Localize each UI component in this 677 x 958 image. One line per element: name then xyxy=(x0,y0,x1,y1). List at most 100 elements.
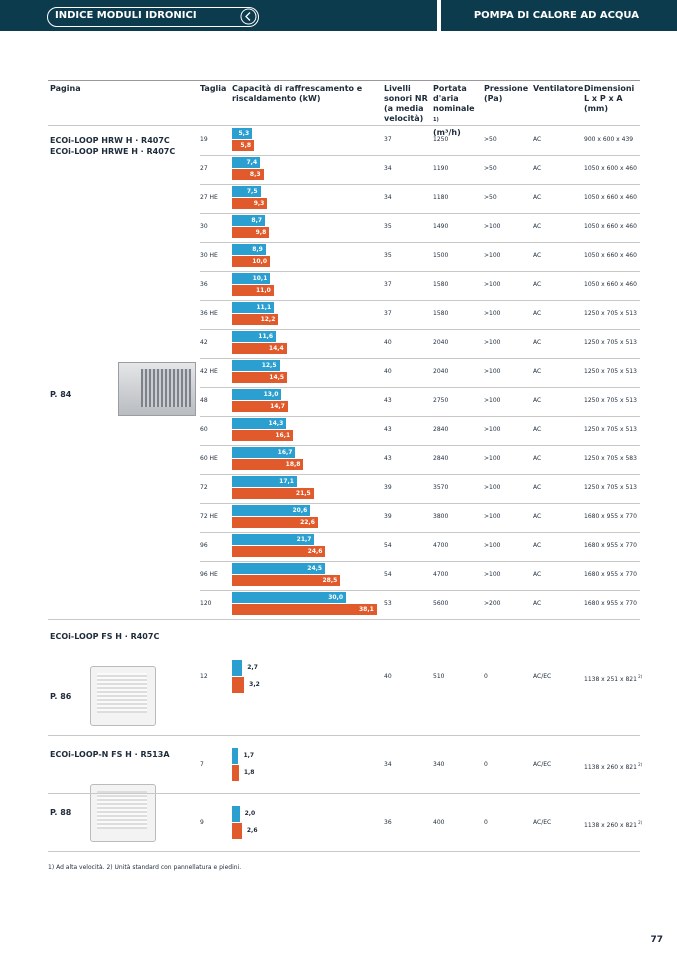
cell-size: 60 HE xyxy=(200,455,218,462)
cell-pressure: >100 xyxy=(484,252,501,259)
unit: (m³/h) xyxy=(433,127,461,137)
cell-pressure: >100 xyxy=(484,397,501,404)
bar-label: 38,1 xyxy=(358,606,374,613)
rule xyxy=(200,271,640,272)
bar-heating xyxy=(232,765,239,781)
cell-dimensions: 1138 x 251 x 821 2) xyxy=(584,674,643,683)
rule xyxy=(200,242,640,243)
cell-fan: AC xyxy=(533,136,542,143)
rule xyxy=(200,387,640,388)
bar-label: 10,1 xyxy=(252,275,268,282)
cell-size: 48 xyxy=(200,397,208,404)
group-name: ECOi-LOOP HRW H · R407C xyxy=(50,136,170,145)
cell-fan: AC xyxy=(533,513,542,520)
bar-label: 20,6 xyxy=(292,507,308,514)
bar-cooling xyxy=(232,505,311,516)
bar-heating xyxy=(232,227,270,238)
bar-cooling xyxy=(232,186,261,197)
cell-noise: 54 xyxy=(384,571,392,578)
page-number: 77 xyxy=(650,935,663,945)
cell-pressure: >100 xyxy=(484,426,501,433)
cell-noise: 35 xyxy=(384,223,392,230)
cell-fan: AC xyxy=(533,600,542,607)
cell-airflow: 1500 xyxy=(433,252,449,259)
rule xyxy=(200,329,640,330)
bar-heating xyxy=(232,459,304,470)
cell-fan: AC/EC xyxy=(533,819,552,826)
cell-fan: AC xyxy=(533,542,542,549)
cell-pressure: >100 xyxy=(484,339,501,346)
cell-pressure: >100 xyxy=(484,368,501,375)
bar-heating xyxy=(232,343,287,354)
chevron[interactable] xyxy=(240,8,257,25)
bar-heating xyxy=(232,285,274,296)
cell-noise: 37 xyxy=(384,281,392,288)
footnote: 1) Ad alta velocità. 2) Unità standard c… xyxy=(48,864,242,871)
cell-airflow: 1180 xyxy=(433,194,449,201)
bar-label: 16,1 xyxy=(275,432,291,439)
cell-pressure: >100 xyxy=(484,542,501,549)
bar-cooling xyxy=(232,360,280,371)
cell-fan: AC/EC xyxy=(533,673,552,680)
cell-dimensions: 1250 x 705 x 513 xyxy=(584,397,637,404)
product-image xyxy=(118,362,196,416)
cell-noise: 37 xyxy=(384,310,392,317)
column-header: Pressione (Pa) xyxy=(484,84,529,103)
cell-noise: 39 xyxy=(384,484,392,491)
group-page: P. 86 xyxy=(50,692,72,701)
cell-pressure: >100 xyxy=(484,571,501,578)
bar-cooling xyxy=(232,476,297,487)
cell-airflow: 1580 xyxy=(433,281,449,288)
cell-dimensions: 1050 x 660 x 460 xyxy=(584,281,637,288)
cell-airflow: 2750 xyxy=(433,397,449,404)
cell-airflow: 2040 xyxy=(433,339,449,346)
bar-label: 28,5 xyxy=(322,577,338,584)
cell-size: 42 HE xyxy=(200,368,218,375)
bar-label: 21,5 xyxy=(295,490,311,497)
header-nav[interactable] xyxy=(47,7,259,27)
bar-cooling xyxy=(232,302,275,313)
cell-dimensions: 1680 x 955 x 770 xyxy=(584,600,637,607)
bar-cooling xyxy=(232,244,266,255)
cell-size: 36 HE xyxy=(200,310,218,317)
cell-fan: AC xyxy=(533,252,542,259)
cell-noise: 54 xyxy=(384,542,392,549)
cell-dimensions: 1138 x 260 x 821 2) xyxy=(584,820,643,829)
cell-noise: 34 xyxy=(384,761,392,768)
cell-size: 19 xyxy=(200,136,208,143)
cell-size: 9 xyxy=(200,819,204,826)
bar-heating xyxy=(232,823,242,839)
cell-noise: 40 xyxy=(384,673,392,680)
cell-airflow: 1190 xyxy=(433,165,449,172)
bar-label: 8,3 xyxy=(249,171,261,178)
bar-label: 22,6 xyxy=(300,519,315,526)
cell-size: 36 xyxy=(200,281,208,288)
bar-label: 21,7 xyxy=(296,536,312,543)
bar-cooling xyxy=(232,660,243,676)
bar-label: 12,2 xyxy=(260,316,276,323)
column-header: Livelli sonori NR (a media velocità) xyxy=(384,84,428,123)
bar-cooling xyxy=(232,534,315,545)
note: 2) xyxy=(636,820,643,825)
rule xyxy=(200,184,640,185)
header-left: INDICE MODULI IDRONICI xyxy=(55,10,197,21)
cell-noise: 36 xyxy=(384,819,392,826)
bar-label: 1,8 xyxy=(243,769,255,776)
cell-dimensions: 1250 x 705 x 583 xyxy=(584,455,637,462)
rule xyxy=(48,793,640,794)
cell-size: 30 HE xyxy=(200,252,218,259)
cell-dimensions: 1050 x 660 x 460 xyxy=(584,194,637,201)
bar-heating xyxy=(232,430,294,441)
cell-pressure: 0 xyxy=(484,673,488,680)
cell-size: 96 xyxy=(200,542,208,549)
cell-airflow: 5600 xyxy=(433,600,449,607)
rule xyxy=(48,735,640,736)
bar-label: 24,6 xyxy=(307,548,323,555)
cell-size: 60 xyxy=(200,426,208,433)
bar-label: 8,9 xyxy=(252,246,263,253)
cell-pressure: >50 xyxy=(484,136,497,143)
bar-heating xyxy=(232,677,245,693)
bar-label: 10,0 xyxy=(252,258,267,265)
cell-noise: 40 xyxy=(384,339,392,346)
cell-pressure: >100 xyxy=(484,310,501,317)
